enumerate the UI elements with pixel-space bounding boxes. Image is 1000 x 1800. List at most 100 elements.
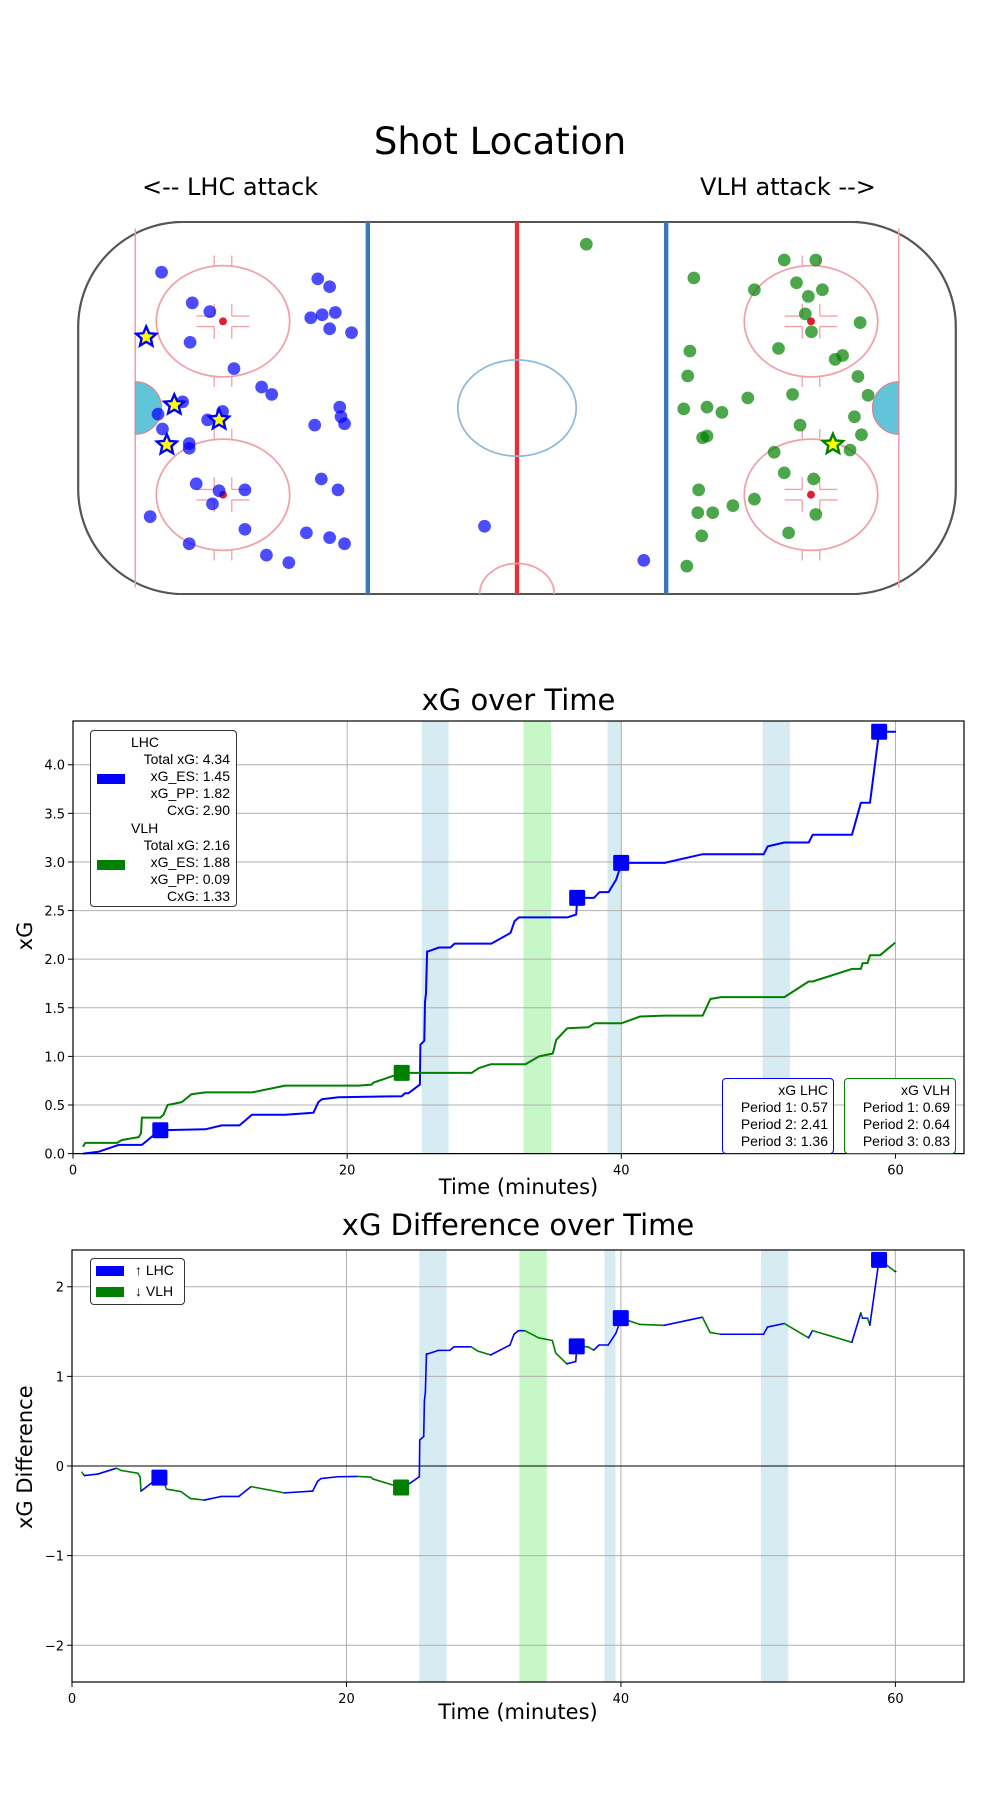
period-box-lhc: xG LHC Period 1: 0.57 Period 2: 2.41 Per… bbox=[722, 1078, 834, 1154]
series-line-vlh bbox=[82, 941, 896, 1148]
diff-segment-up bbox=[513, 1329, 520, 1336]
lhc-shot-dot bbox=[308, 418, 322, 432]
series-line-lhc bbox=[82, 730, 896, 1155]
vlh-shot-dot bbox=[748, 492, 761, 506]
x-tick-label: 0 bbox=[69, 1164, 77, 1179]
faceoff-circle bbox=[743, 264, 879, 378]
diff-segment-down bbox=[554, 1352, 568, 1365]
lhc-shot-dot bbox=[182, 441, 196, 455]
x-tick-label: 40 bbox=[613, 1164, 630, 1179]
vlh-shot-dot bbox=[777, 253, 791, 267]
vlh-shot-dot bbox=[793, 418, 807, 432]
diff-segment-down bbox=[477, 1350, 492, 1356]
vlh-shot-dot bbox=[853, 316, 867, 329]
legend-vlh-total: Total xG: 2.16 bbox=[143, 837, 230, 853]
lhc-shot-dot bbox=[345, 326, 358, 340]
diff-segment-up bbox=[311, 1480, 319, 1492]
diff-segment-down bbox=[709, 1331, 722, 1336]
shot-location-title: Shot Location bbox=[373, 120, 627, 163]
lhc-shot-dot bbox=[260, 548, 273, 562]
lhc-shot-dot bbox=[311, 272, 325, 286]
power-play-band bbox=[421, 721, 449, 1154]
vlh-shot-dot bbox=[579, 237, 593, 251]
x-tick-label: 0 bbox=[68, 1692, 76, 1707]
lhc-shot-dot bbox=[323, 280, 336, 294]
diff-segment-up bbox=[418, 1435, 425, 1441]
diff-segment-up bbox=[83, 1473, 99, 1477]
lhc-attack-label: <-- LHC attack bbox=[142, 173, 319, 201]
diff-segment-down bbox=[524, 1329, 540, 1339]
diff-segment-up bbox=[762, 1326, 769, 1336]
vlh-shot-dot bbox=[767, 445, 781, 459]
diff-segment-up bbox=[237, 1485, 252, 1498]
vlh-shot-dot bbox=[748, 283, 761, 297]
vlh-attack-label: VLH attack --> bbox=[700, 173, 876, 201]
faceoff-circle bbox=[155, 438, 291, 552]
vlh-shot-dot bbox=[692, 483, 706, 497]
lhc-shot-dot bbox=[143, 510, 157, 523]
lhc-shot-dot bbox=[338, 537, 351, 551]
legend-patch-lhc bbox=[97, 774, 125, 784]
y-tick-label: 1.5 bbox=[44, 1002, 65, 1017]
lhc-shot-dot bbox=[203, 305, 217, 319]
period-box-lhc-title: xG LHC bbox=[778, 1082, 828, 1098]
y-tick-label: 0.0 bbox=[44, 1148, 65, 1163]
y-tick-label: 4.0 bbox=[44, 759, 65, 774]
diff-segment-down bbox=[587, 1345, 595, 1351]
y-tick-label: 2.5 bbox=[44, 905, 65, 920]
vlh-shot-dot bbox=[691, 506, 705, 520]
shot-location-rink bbox=[77, 221, 957, 595]
faceoff-circle bbox=[155, 264, 291, 378]
diff-chart-ylabel: xG Difference bbox=[13, 1385, 37, 1529]
period-box-lhc-p2: Period 2: 2.41 bbox=[740, 1116, 828, 1132]
diff-segment-down bbox=[189, 1497, 206, 1501]
y-tick-label: 3.0 bbox=[44, 856, 65, 871]
diff-segment-up bbox=[203, 1495, 222, 1501]
vlh-shot-dot bbox=[805, 325, 818, 339]
lhc-shot-dot bbox=[300, 526, 313, 540]
legend-lhc-total: Total xG: 4.34 bbox=[143, 751, 230, 767]
diff-goal-marker-lhc bbox=[871, 1251, 888, 1268]
x-tick-label: 60 bbox=[887, 1164, 904, 1179]
vlh-shot-dot bbox=[677, 402, 691, 416]
vlh-shot-dot bbox=[802, 289, 815, 303]
diff-segment-up bbox=[423, 1391, 427, 1402]
lhc-shot-dot bbox=[182, 537, 196, 551]
vlh-shot-dot bbox=[700, 429, 714, 443]
vlh-shot-dot bbox=[782, 526, 795, 540]
diff-segment-down bbox=[860, 1311, 864, 1319]
vlh-shot-dot bbox=[836, 349, 849, 362]
diff-goal-marker-lhc bbox=[151, 1469, 168, 1486]
legend-patch-up bbox=[96, 1266, 124, 1276]
y-tick-label: 2 bbox=[56, 1281, 64, 1296]
xg-over-time-title: xG over Time bbox=[421, 683, 616, 717]
center-circle bbox=[456, 358, 578, 458]
period-box-lhc-p1: Period 1: 0.57 bbox=[740, 1099, 828, 1115]
legend-lhc-name: LHC bbox=[131, 734, 160, 750]
vlh-shot-dot bbox=[777, 466, 791, 480]
lhc-shot-dot bbox=[151, 407, 165, 421]
lhc-shot-dot bbox=[333, 400, 347, 414]
lhc-shot-dot bbox=[238, 483, 252, 497]
lhc-shot-dot bbox=[156, 422, 169, 436]
lhc-shot-dot bbox=[637, 554, 651, 567]
lhc-shot-dot bbox=[478, 519, 491, 533]
xg-chart-xlabel: Time (minutes) bbox=[438, 1175, 599, 1199]
diff-segment-down bbox=[139, 1475, 142, 1492]
faceoff-circle bbox=[743, 438, 879, 552]
diff-segment-up bbox=[448, 1345, 455, 1352]
vlh-shot-dot bbox=[683, 344, 697, 358]
vlh-shot-dot bbox=[695, 529, 709, 543]
diff-segment-down bbox=[551, 1339, 557, 1354]
lhc-goal-star bbox=[133, 323, 160, 349]
vlh-shot-dot bbox=[786, 388, 799, 401]
diff-segment-up bbox=[426, 1349, 440, 1355]
lhc-shot-dot bbox=[155, 265, 168, 279]
diff-segment-down bbox=[470, 1345, 480, 1353]
vlh-shot-dot bbox=[855, 428, 868, 442]
lhc-shot-dot bbox=[315, 308, 329, 322]
y-tick-label: −1 bbox=[45, 1550, 64, 1565]
xg-difference-title: xG Difference over Time bbox=[341, 1208, 695, 1242]
vlh-shot-dot bbox=[816, 283, 829, 297]
legend-lhc-pp: xG_PP: 1.82 bbox=[150, 785, 230, 801]
